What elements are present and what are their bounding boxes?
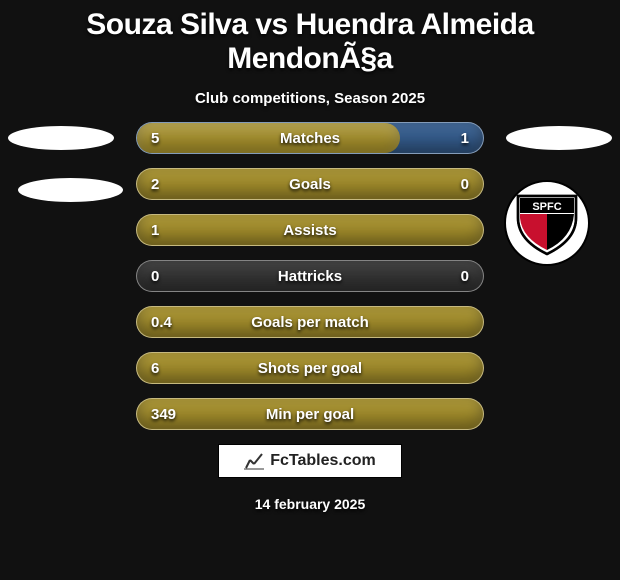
stat-row: 5Matches1 xyxy=(136,122,484,154)
fctables-logo-icon xyxy=(244,452,264,470)
stat-label: Assists xyxy=(137,222,483,239)
stat-row: 1Assists xyxy=(136,214,484,246)
stat-label: Goals xyxy=(137,176,483,193)
stats-container: 5Matches12Goals01Assists0Hattricks00.4Go… xyxy=(136,122,484,444)
stat-row: 6Shots per goal xyxy=(136,352,484,384)
stat-row: 349Min per goal xyxy=(136,398,484,430)
stat-value-right: 1 xyxy=(461,130,469,147)
stat-row: 0.4Goals per match xyxy=(136,306,484,338)
fctables-branding: FcTables.com xyxy=(218,444,402,478)
fctables-label: FcTables.com xyxy=(270,452,376,470)
page-subtitle: Club competitions, Season 2025 xyxy=(0,90,620,107)
stat-row: 0Hattricks0 xyxy=(136,260,484,292)
player-right-ellipse xyxy=(506,126,612,150)
player-left-ellipse-2 xyxy=(18,178,123,202)
stat-label: Hattricks xyxy=(137,268,483,285)
stat-value-right: 0 xyxy=(461,268,469,285)
page-title: Souza Silva vs Huendra Almeida MendonÃ§a xyxy=(0,0,620,76)
date-text: 14 february 2025 xyxy=(0,496,620,512)
stat-row: 2Goals0 xyxy=(136,168,484,200)
spfc-shield-icon: SPFC xyxy=(512,188,582,258)
stat-value-right: 0 xyxy=(461,176,469,193)
stat-label: Shots per goal xyxy=(137,360,483,377)
svg-text:SPFC: SPFC xyxy=(532,201,561,213)
stat-label: Matches xyxy=(137,130,483,147)
club-badge: SPFC xyxy=(504,180,590,266)
stat-label: Goals per match xyxy=(137,314,483,331)
stat-label: Min per goal xyxy=(137,406,483,423)
player-left-ellipse-1 xyxy=(8,126,114,150)
